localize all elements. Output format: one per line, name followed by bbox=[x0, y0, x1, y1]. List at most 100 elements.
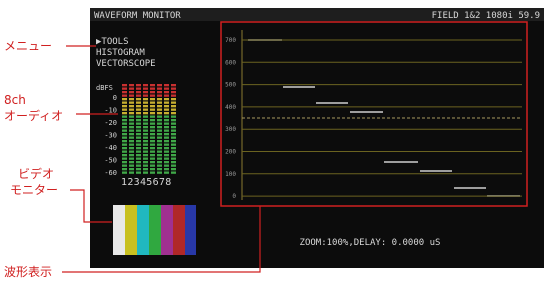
meter-segment bbox=[136, 133, 141, 135]
meter-unit: dBFS bbox=[96, 84, 113, 92]
meter-segment bbox=[129, 140, 134, 142]
meter-segment bbox=[150, 147, 155, 149]
meter-segment bbox=[171, 105, 176, 107]
meter-segment bbox=[157, 112, 162, 114]
y-label: 300 bbox=[225, 126, 236, 133]
meter-segment bbox=[136, 109, 141, 111]
meter-segment bbox=[150, 144, 155, 146]
meter-segment bbox=[129, 109, 134, 111]
annotation-video: モニター bbox=[10, 183, 58, 197]
meter-segment bbox=[129, 154, 134, 156]
annotation-audio: オーディオ bbox=[4, 108, 63, 123]
meter-segment bbox=[122, 119, 127, 121]
meter-segment bbox=[129, 123, 134, 125]
y-label: 100 bbox=[225, 171, 236, 178]
meter-segment bbox=[129, 161, 134, 163]
meter-scale-label: 0 bbox=[113, 94, 117, 102]
meter-segment bbox=[171, 144, 176, 146]
meter-segment bbox=[164, 119, 169, 121]
meter-segment bbox=[164, 147, 169, 149]
menu-item[interactable]: ▶TOOLS bbox=[96, 37, 129, 47]
meter-segment bbox=[164, 105, 169, 107]
meter-segment bbox=[122, 144, 127, 146]
meter-segment bbox=[164, 116, 169, 118]
meter-scale-label: -30 bbox=[104, 132, 117, 140]
meter-segment bbox=[136, 137, 141, 139]
meter-segment bbox=[143, 130, 148, 132]
y-label: 200 bbox=[225, 149, 236, 156]
meter-segment bbox=[136, 91, 141, 93]
meter-segment bbox=[122, 91, 127, 93]
meter-scale-label: -20 bbox=[104, 119, 117, 127]
meter-segment bbox=[122, 172, 127, 174]
meter-segment bbox=[164, 88, 169, 90]
menu-item[interactable]: VECTORSCOPE bbox=[96, 59, 156, 69]
meter-segment bbox=[150, 123, 155, 125]
meter-segment bbox=[150, 105, 155, 107]
meter-segment bbox=[164, 158, 169, 160]
meter-segment bbox=[122, 95, 127, 97]
meter-segment bbox=[164, 126, 169, 128]
meter-segment bbox=[129, 151, 134, 153]
meter-segment bbox=[122, 84, 127, 86]
meter-segment bbox=[122, 123, 127, 125]
meter-segment bbox=[157, 137, 162, 139]
meter-segment bbox=[129, 130, 134, 132]
meter-scale-label: -10 bbox=[104, 107, 117, 115]
meter-segment bbox=[136, 140, 141, 142]
color-bars bbox=[113, 205, 196, 255]
meter-segment bbox=[122, 161, 127, 163]
meter-segment bbox=[136, 126, 141, 128]
meter-segment bbox=[171, 161, 176, 163]
meter-segment bbox=[171, 98, 176, 100]
waveform-status: ZOOM:100%,DELAY: 0.0000 uS bbox=[300, 238, 441, 248]
meter-segment bbox=[171, 84, 176, 86]
meter-segment bbox=[129, 98, 134, 100]
meter-segment bbox=[157, 147, 162, 149]
meter-segment bbox=[143, 147, 148, 149]
y-label: 500 bbox=[225, 82, 236, 89]
meter-segment bbox=[150, 119, 155, 121]
meter-segment bbox=[157, 144, 162, 146]
y-label: 700 bbox=[225, 37, 236, 44]
meter-segment bbox=[129, 95, 134, 97]
meter-segment bbox=[129, 168, 134, 170]
meter-segment bbox=[129, 165, 134, 167]
meter-segment bbox=[122, 109, 127, 111]
meter-segment bbox=[171, 130, 176, 132]
menu-item[interactable]: HISTOGRAM bbox=[96, 48, 145, 58]
meter-segment bbox=[129, 102, 134, 104]
meter-segment bbox=[150, 151, 155, 153]
meter-segment bbox=[171, 91, 176, 93]
meter-segment bbox=[150, 130, 155, 132]
meter-segment bbox=[136, 165, 141, 167]
meter-segment bbox=[136, 130, 141, 132]
meter-segment bbox=[164, 133, 169, 135]
meter-segment bbox=[150, 172, 155, 174]
meter-segment bbox=[122, 158, 127, 160]
meter-segment bbox=[164, 140, 169, 142]
meter-segment bbox=[122, 98, 127, 100]
meter-segment bbox=[136, 102, 141, 104]
meter-segment bbox=[150, 133, 155, 135]
meter-scale-label: -60 bbox=[104, 169, 117, 177]
meter-segment bbox=[143, 161, 148, 163]
annotation-waveform: 波形表示 bbox=[4, 265, 52, 279]
meter-segment bbox=[143, 88, 148, 90]
meter-segment bbox=[129, 119, 134, 121]
meter-segment bbox=[136, 88, 141, 90]
meter-segment bbox=[164, 84, 169, 86]
meter-segment bbox=[164, 109, 169, 111]
y-label: 0 bbox=[232, 193, 236, 200]
meter-segment bbox=[122, 116, 127, 118]
meter-segment bbox=[143, 95, 148, 97]
meter-segment bbox=[157, 151, 162, 153]
meter-scale-label: -40 bbox=[104, 144, 117, 152]
meter-segment bbox=[136, 84, 141, 86]
meter-segment bbox=[122, 140, 127, 142]
meter-segment bbox=[164, 154, 169, 156]
meter-segment bbox=[150, 158, 155, 160]
meter-segment bbox=[122, 165, 127, 167]
meter-segment bbox=[143, 133, 148, 135]
meter-segment bbox=[122, 137, 127, 139]
